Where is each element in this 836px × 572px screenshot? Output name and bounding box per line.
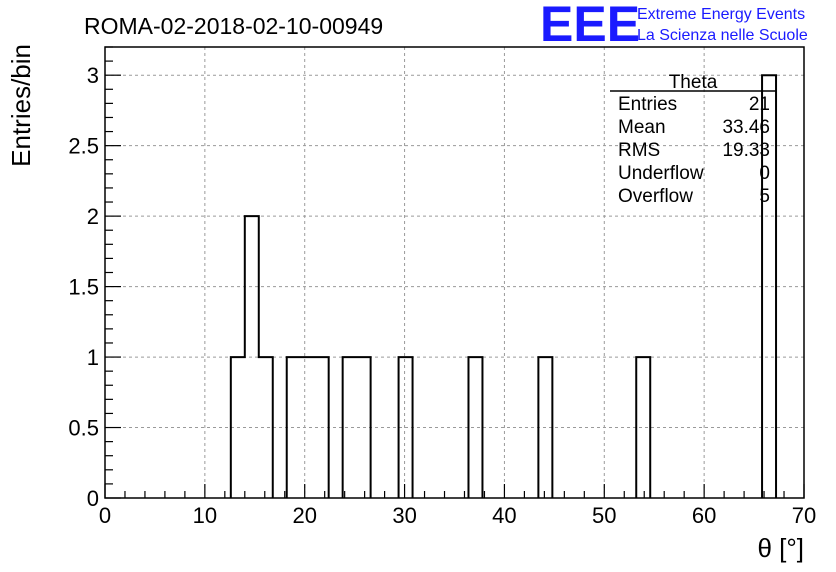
stats-box: Theta Entries 21 Mean 33.46 RMS 19.33 Underflo… bbox=[610, 72, 777, 207]
stats-label: Mean bbox=[618, 117, 666, 138]
stats-label: Underflow bbox=[618, 163, 704, 184]
stats-value: 0 bbox=[759, 163, 770, 184]
y-tick-label: 0 bbox=[87, 486, 99, 511]
x-tick-labels: 0 10 20 30 40 50 60 70 bbox=[99, 503, 816, 528]
x-tick-label: 20 bbox=[292, 503, 316, 528]
stats-value: 33.46 bbox=[722, 117, 770, 138]
stats-label: Entries bbox=[618, 94, 677, 115]
stats-title: Theta bbox=[669, 72, 718, 93]
logo-mark: EEE bbox=[540, 0, 640, 52]
logo-line-1: Extreme Energy Events bbox=[637, 6, 805, 23]
histogram-bin bbox=[343, 357, 357, 498]
stats-value: 21 bbox=[749, 94, 770, 115]
x-tick-label: 60 bbox=[692, 503, 716, 528]
x-tick-label: 30 bbox=[392, 503, 416, 528]
eee-logo: EEE Extreme Energy Events La Scienza nel… bbox=[540, 0, 808, 52]
chart-title: ROMA-02-2018-02-10-00949 bbox=[84, 13, 383, 39]
histogram-bin bbox=[259, 357, 273, 498]
plot-frame bbox=[104, 46, 805, 499]
stats-label: RMS bbox=[618, 140, 660, 161]
histogram-bin bbox=[468, 357, 482, 498]
y-axis-title: Entries/bin bbox=[6, 44, 36, 167]
stats-rows: Entries 21 Mean 33.46 RMS 19.33 Underflow 0 Over… bbox=[618, 94, 770, 207]
histogram-bin bbox=[636, 357, 650, 498]
x-tick-label: 0 bbox=[99, 503, 111, 528]
x-tick-label: 10 bbox=[193, 503, 217, 528]
axis-ticks bbox=[104, 46, 805, 499]
histogram-bin bbox=[301, 357, 315, 498]
logo-line-2: La Scienza nelle Scuole bbox=[637, 27, 808, 44]
grid-lines bbox=[105, 47, 804, 498]
stats-value: 19.33 bbox=[722, 140, 770, 161]
x-tick-label: 50 bbox=[592, 503, 616, 528]
y-tick-label: 1.5 bbox=[68, 275, 99, 300]
y-tick-label: 0.5 bbox=[68, 416, 99, 441]
y-tick-label: 3 bbox=[87, 63, 99, 88]
y-tick-label: 2.5 bbox=[68, 134, 99, 159]
x-tick-label: 40 bbox=[492, 503, 516, 528]
y-tick-labels: 0 0.5 1 1.5 2 2.5 3 bbox=[68, 63, 99, 511]
x-axis-title: θ [°] bbox=[757, 533, 804, 563]
y-tick-label: 2 bbox=[87, 204, 99, 229]
stats-value: 5 bbox=[759, 186, 770, 207]
y-tick-label: 1 bbox=[87, 345, 99, 370]
stats-label: Overflow bbox=[618, 186, 693, 207]
x-tick-label: 70 bbox=[792, 503, 816, 528]
histogram-outline bbox=[229, 74, 778, 498]
